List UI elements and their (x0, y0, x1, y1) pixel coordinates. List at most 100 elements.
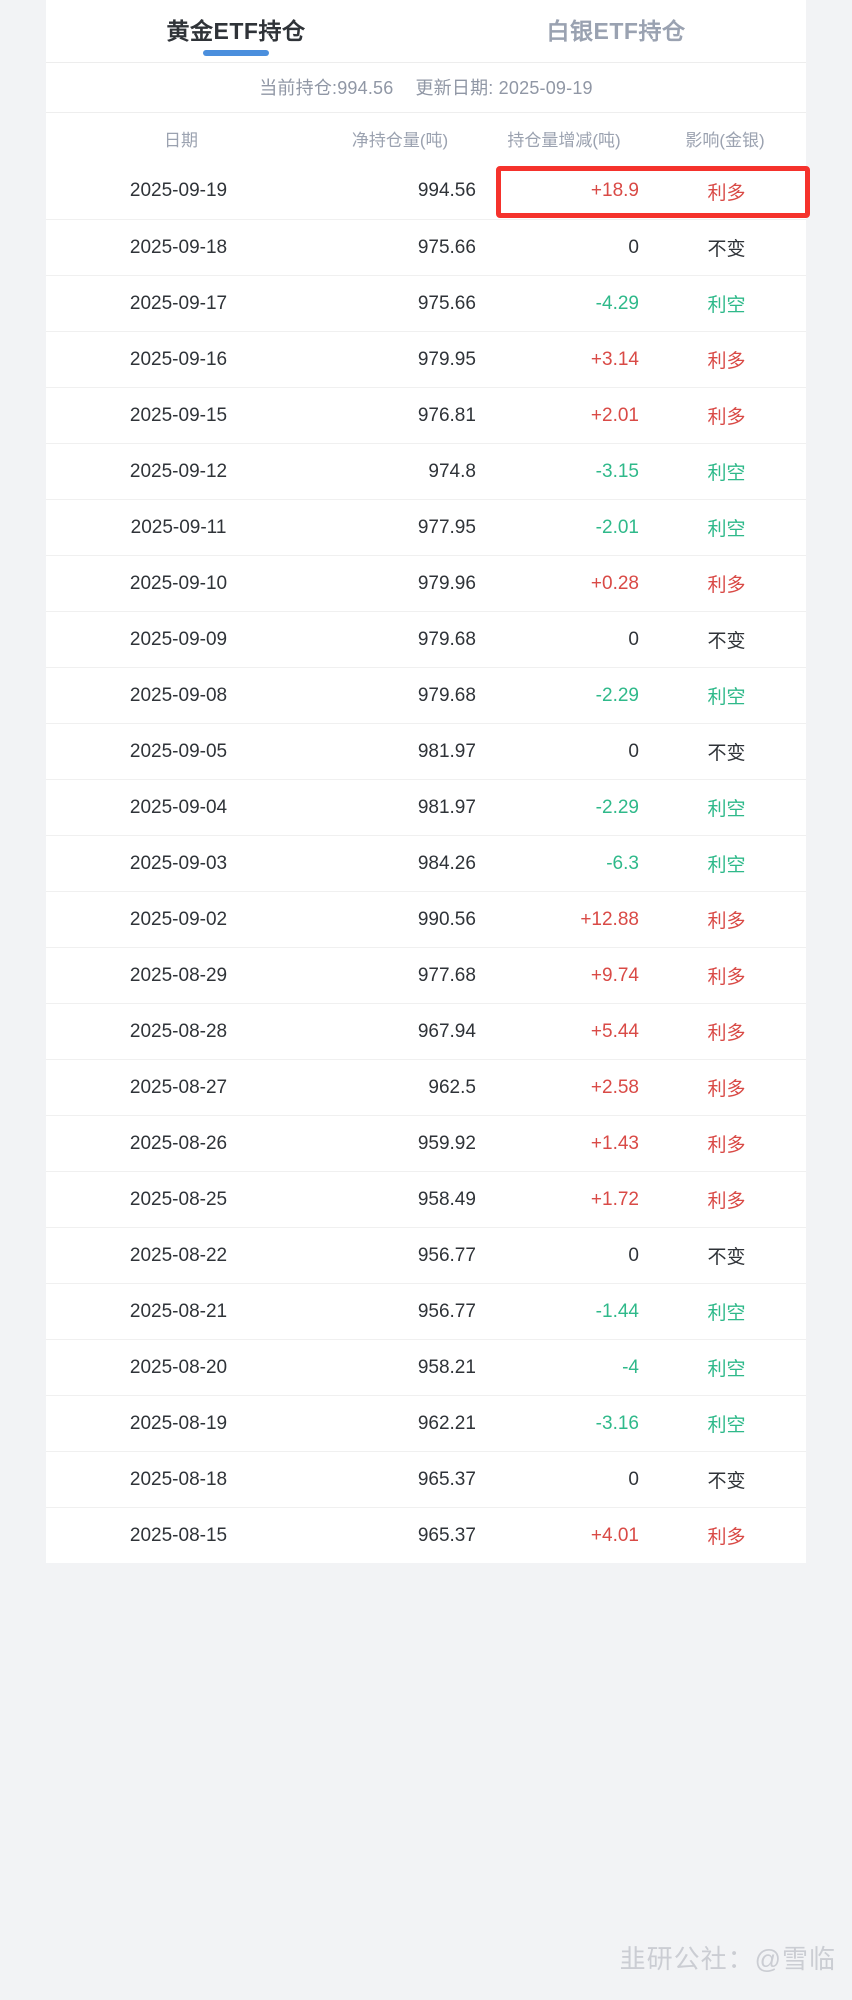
cell-date: 2025-08-27 (129, 1076, 228, 1098)
cell-date: 2025-08-22 (129, 1244, 228, 1266)
table-row[interactable]: 2025-09-03 984.26 -6.3 利空 (46, 835, 806, 891)
column-header-effect: 影响(金银) (685, 130, 765, 150)
table-row[interactable]: 2025-08-28 967.94 +5.44 利多 (46, 1003, 806, 1059)
cell-effect: 利空 (707, 855, 746, 876)
cell-net-holdings: 965.37 (417, 1468, 476, 1490)
table-row[interactable]: 2025-09-05 981.97 0 不变 (46, 723, 806, 779)
cell-change: -1.44 (595, 1300, 639, 1322)
cell-net-holdings: 977.68 (417, 964, 476, 986)
table-row[interactable]: 2025-08-18 965.37 0 不变 (46, 1451, 806, 1507)
table-row[interactable]: 2025-09-11 977.95 -2.01 利空 (46, 499, 806, 555)
cell-net-holdings: 979.96 (417, 572, 476, 594)
table-row[interactable]: 2025-08-19 962.21 -3.16 利空 (46, 1395, 806, 1451)
cell-effect: 不变 (707, 631, 746, 652)
cell-net-holdings: 974.8 (428, 460, 476, 482)
table-row[interactable]: 2025-08-25 958.49 +1.72 利多 (46, 1171, 806, 1227)
cell-change: 0 (628, 1244, 639, 1266)
cell-change: -3.15 (595, 460, 639, 482)
cell-change: -2.29 (595, 684, 639, 706)
table-row[interactable]: 2025-08-22 956.77 0 不变 (46, 1227, 806, 1283)
table-row[interactable]: 2025-09-16 979.95 +3.14 利多 (46, 331, 806, 387)
table-row[interactable]: 2025-08-27 962.5 +2.58 利多 (46, 1059, 806, 1115)
cell-effect: 利空 (707, 799, 746, 820)
cell-net-holdings: 956.77 (417, 1244, 476, 1266)
cell-date: 2025-08-26 (129, 1132, 228, 1154)
cell-effect: 利多 (707, 1023, 746, 1044)
cell-effect: 利多 (707, 1191, 746, 1212)
cell-net-holdings: 959.92 (417, 1132, 476, 1154)
current-holdings-text: 当前持仓:994.56 (259, 78, 394, 98)
table-row[interactable]: 2025-08-26 959.92 +1.43 利多 (46, 1115, 806, 1171)
cell-change: -2.01 (595, 516, 639, 538)
cell-date: 2025-09-15 (129, 404, 228, 426)
cell-date: 2025-09-05 (129, 740, 228, 762)
cell-effect: 利多 (707, 407, 746, 428)
cell-net-holdings: 984.26 (417, 852, 476, 874)
cell-change: +3.14 (590, 348, 639, 370)
cell-date: 2025-09-17 (129, 292, 228, 314)
tab-silver-etf-label: 白银ETF持仓 (546, 18, 686, 44)
table-row[interactable]: 2025-09-09 979.68 0 不变 (46, 611, 806, 667)
cell-effect: 利空 (707, 1303, 746, 1324)
holdings-table: 日期 净持仓量(吨) 持仓量增减(吨) 影响(金银) 2025-09-19 994… (46, 112, 806, 1563)
table-row[interactable]: 2025-08-21 956.77 -1.44 利空 (46, 1283, 806, 1339)
cell-net-holdings: 979.68 (417, 628, 476, 650)
cell-date: 2025-08-19 (129, 1412, 228, 1434)
cell-net-holdings: 965.37 (417, 1524, 476, 1546)
cell-change: -2.29 (595, 796, 639, 818)
cell-date: 2025-08-20 (129, 1356, 228, 1378)
cell-date: 2025-08-21 (129, 1300, 228, 1322)
cell-effect: 不变 (707, 1471, 746, 1492)
cell-net-holdings: 990.56 (417, 908, 476, 930)
cell-change: +2.58 (590, 1076, 639, 1098)
cell-change: -6.3 (606, 852, 639, 874)
table-row[interactable]: 2025-09-17 975.66 -4.29 利空 (46, 275, 806, 331)
cell-net-holdings: 967.94 (417, 1020, 476, 1042)
cell-change: 0 (628, 1468, 639, 1490)
table-row[interactable]: 2025-09-19 994.56 +18.9 利多 (46, 163, 806, 219)
update-date-text: 更新日期: 2025-09-19 (415, 78, 593, 98)
cell-change: -4.29 (595, 292, 639, 314)
column-header-date: 日期 (164, 130, 198, 150)
cell-effect: 利空 (707, 687, 746, 708)
cell-date: 2025-09-02 (129, 908, 228, 930)
etf-holdings-card: 黄金ETF持仓 白银ETF持仓 当前持仓:994.56 更新日期: 2025-0… (46, 0, 810, 1563)
cell-effect: 利多 (707, 967, 746, 988)
cell-effect: 利多 (707, 351, 746, 372)
cell-change: +18.9 (590, 180, 639, 201)
cell-date: 2025-08-15 (129, 1524, 228, 1546)
cell-change: -4 (622, 1356, 639, 1378)
cell-effect: 不变 (707, 239, 746, 260)
cell-effect: 利空 (707, 295, 746, 316)
cell-change: 0 (628, 628, 639, 650)
table-row[interactable]: 2025-09-02 990.56 +12.88 利多 (46, 891, 806, 947)
cell-net-holdings: 979.68 (417, 684, 476, 706)
watermark: 韭研公社：@雪临 (619, 1944, 836, 1974)
cell-date: 2025-08-18 (129, 1468, 228, 1490)
table-row[interactable]: 2025-09-12 974.8 -3.15 利空 (46, 443, 806, 499)
cell-change: -3.16 (595, 1412, 639, 1434)
cell-date: 2025-09-18 (129, 236, 228, 258)
cell-net-holdings: 975.66 (417, 236, 476, 258)
cell-effect: 利多 (707, 911, 746, 932)
cell-net-holdings: 962.21 (417, 1412, 476, 1434)
table-row[interactable]: 2025-08-20 958.21 -4 利空 (46, 1339, 806, 1395)
cell-date: 2025-09-09 (129, 628, 228, 650)
cell-date: 2025-09-16 (129, 348, 228, 370)
table-row[interactable]: 2025-08-15 965.37 +4.01 利多 (46, 1507, 806, 1563)
table-row[interactable]: 2025-09-08 979.68 -2.29 利空 (46, 667, 806, 723)
cell-date: 2025-09-04 (129, 796, 228, 818)
summary-bar: 当前持仓:994.56 更新日期: 2025-09-19 (46, 62, 806, 112)
cell-net-holdings: 979.95 (417, 348, 476, 370)
table-row[interactable]: 2025-08-29 977.68 +9.74 利多 (46, 947, 806, 1003)
tab-gold-etf[interactable]: 黄金ETF持仓 (46, 0, 426, 62)
cell-effect: 利多 (707, 1527, 746, 1548)
table-row[interactable]: 2025-09-04 981.97 -2.29 利空 (46, 779, 806, 835)
tab-silver-etf[interactable]: 白银ETF持仓 (426, 0, 806, 62)
table-row[interactable]: 2025-09-10 979.96 +0.28 利多 (46, 555, 806, 611)
cell-net-holdings: 975.66 (417, 292, 476, 314)
table-row[interactable]: 2025-09-18 975.66 0 不变 (46, 219, 806, 275)
cell-effect: 利多 (707, 575, 746, 596)
table-row[interactable]: 2025-09-15 976.81 +2.01 利多 (46, 387, 806, 443)
cell-change: +4.01 (590, 1524, 639, 1546)
